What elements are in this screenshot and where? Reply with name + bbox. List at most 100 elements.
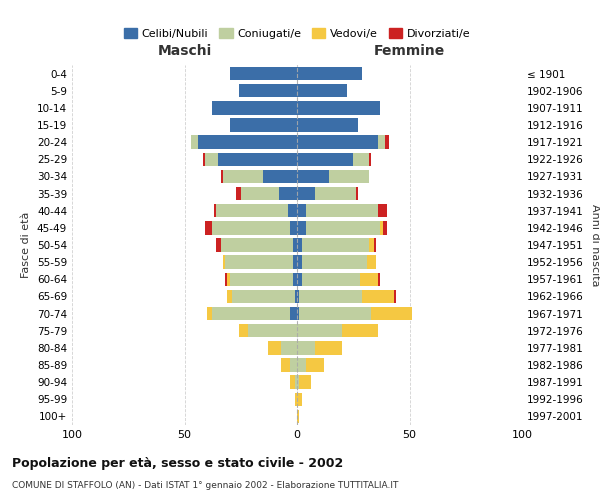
- Bar: [207, 307, 212, 320]
- Bar: [299, 290, 362, 303]
- Bar: [385, 136, 389, 149]
- Bar: [297, 392, 302, 406]
- Bar: [198, 136, 297, 149]
- Bar: [297, 290, 299, 303]
- Bar: [378, 272, 380, 286]
- Bar: [297, 324, 342, 338]
- Bar: [229, 272, 293, 286]
- Bar: [297, 307, 299, 320]
- Text: Maschi: Maschi: [157, 44, 212, 58]
- Bar: [315, 187, 355, 200]
- Bar: [297, 204, 306, 218]
- Bar: [216, 204, 288, 218]
- Bar: [279, 187, 297, 200]
- Bar: [353, 152, 369, 166]
- Bar: [297, 136, 378, 149]
- Bar: [369, 238, 373, 252]
- Bar: [297, 376, 299, 389]
- Y-axis label: Fasce di età: Fasce di età: [22, 212, 31, 278]
- Bar: [297, 358, 306, 372]
- Bar: [216, 238, 221, 252]
- Bar: [360, 272, 378, 286]
- Bar: [225, 256, 293, 269]
- Bar: [297, 67, 362, 80]
- Bar: [223, 256, 225, 269]
- Bar: [221, 238, 293, 252]
- Bar: [297, 238, 302, 252]
- Bar: [315, 341, 342, 354]
- Bar: [241, 187, 279, 200]
- Bar: [302, 238, 369, 252]
- Bar: [371, 307, 412, 320]
- Bar: [394, 290, 396, 303]
- Bar: [367, 256, 376, 269]
- Bar: [203, 152, 205, 166]
- Bar: [297, 187, 315, 200]
- Bar: [212, 221, 290, 234]
- Bar: [248, 324, 297, 338]
- Bar: [378, 136, 385, 149]
- Bar: [227, 290, 232, 303]
- Bar: [297, 256, 302, 269]
- Bar: [297, 101, 380, 114]
- Bar: [239, 324, 248, 338]
- Bar: [380, 221, 383, 234]
- Bar: [297, 152, 353, 166]
- Bar: [281, 358, 290, 372]
- Bar: [218, 152, 297, 166]
- Bar: [378, 204, 387, 218]
- Bar: [227, 272, 229, 286]
- Bar: [290, 358, 297, 372]
- Y-axis label: Anni di nascita: Anni di nascita: [590, 204, 600, 286]
- Bar: [297, 221, 306, 234]
- Bar: [297, 118, 358, 132]
- Bar: [297, 84, 347, 98]
- Bar: [299, 376, 311, 389]
- Bar: [205, 152, 218, 166]
- Bar: [297, 170, 329, 183]
- Bar: [263, 170, 297, 183]
- Bar: [225, 272, 227, 286]
- Bar: [239, 84, 297, 98]
- Bar: [302, 256, 367, 269]
- Bar: [281, 341, 297, 354]
- Bar: [293, 256, 297, 269]
- Bar: [295, 290, 297, 303]
- Bar: [293, 238, 297, 252]
- Bar: [297, 272, 302, 286]
- Bar: [288, 204, 297, 218]
- Bar: [302, 272, 360, 286]
- Bar: [290, 307, 297, 320]
- Bar: [383, 221, 387, 234]
- Bar: [229, 67, 297, 80]
- Bar: [355, 187, 358, 200]
- Bar: [221, 170, 223, 183]
- Bar: [293, 272, 297, 286]
- Bar: [268, 341, 281, 354]
- Bar: [306, 221, 380, 234]
- Bar: [236, 187, 241, 200]
- Bar: [297, 410, 299, 423]
- Bar: [329, 170, 369, 183]
- Bar: [342, 324, 378, 338]
- Bar: [306, 358, 324, 372]
- Legend: Celibi/Nubili, Coniugati/e, Vedovi/e, Divorziati/e: Celibi/Nubili, Coniugati/e, Vedovi/e, Di…: [119, 24, 475, 44]
- Bar: [232, 290, 295, 303]
- Bar: [369, 152, 371, 166]
- Bar: [373, 238, 376, 252]
- Bar: [362, 290, 394, 303]
- Bar: [191, 136, 198, 149]
- Text: Femmine: Femmine: [374, 44, 445, 58]
- Bar: [306, 204, 378, 218]
- Bar: [229, 118, 297, 132]
- Bar: [290, 221, 297, 234]
- Text: Popolazione per età, sesso e stato civile - 2002: Popolazione per età, sesso e stato civil…: [12, 458, 343, 470]
- Text: COMUNE DI STAFFOLO (AN) - Dati ISTAT 1° gennaio 2002 - Elaborazione TUTTITALIA.I: COMUNE DI STAFFOLO (AN) - Dati ISTAT 1° …: [12, 481, 398, 490]
- Bar: [299, 307, 371, 320]
- Bar: [223, 170, 263, 183]
- Bar: [214, 204, 216, 218]
- Bar: [290, 376, 295, 389]
- Bar: [212, 101, 297, 114]
- Bar: [212, 307, 290, 320]
- Bar: [205, 221, 212, 234]
